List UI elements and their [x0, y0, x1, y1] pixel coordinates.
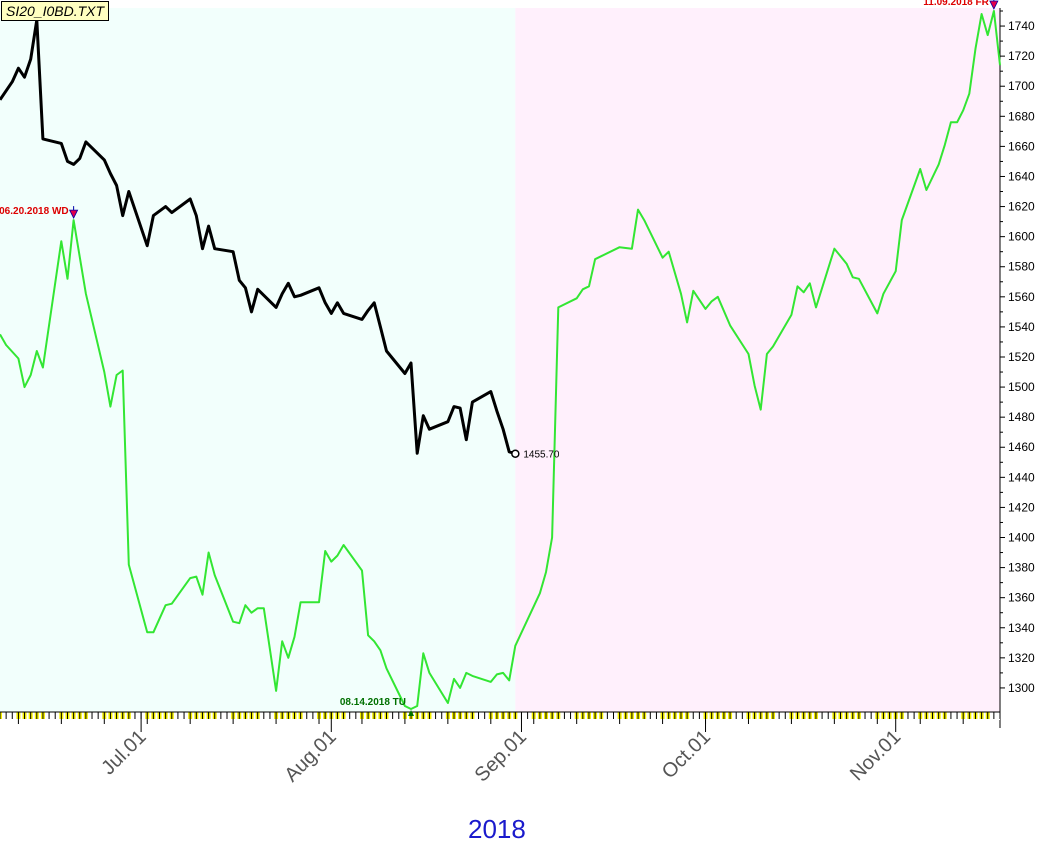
y-tick-label: 1740	[1008, 19, 1035, 33]
x-tick-label: Nov.01	[846, 726, 905, 785]
y-tick-label: 1540	[1008, 320, 1035, 334]
y-tick-label: 1360	[1008, 591, 1035, 605]
y-tick-label: 1500	[1008, 380, 1035, 394]
background-region	[0, 8, 516, 712]
y-tick-label: 1580	[1008, 260, 1035, 274]
last-value-label: 1455.70	[523, 450, 560, 461]
y-tick-label: 1600	[1008, 230, 1035, 244]
y-tick-label: 1480	[1008, 410, 1035, 424]
y-tick-label: 1460	[1008, 440, 1035, 454]
year-axis-label: 2018	[468, 814, 526, 844]
y-tick-label: 1320	[1008, 651, 1035, 665]
y-tick-label: 1400	[1008, 531, 1035, 545]
series-line-black	[0, 18, 516, 456]
x-day-marker	[0, 712, 2, 719]
last-value-marker	[511, 449, 520, 458]
peak-annotation-label: 06.20.2018 WD	[0, 206, 69, 217]
peak-annotation-label: 11.09.2018 FR	[923, 0, 989, 8]
y-tick-label: 1380	[1008, 561, 1035, 575]
file-name-label: SI20_I0BD.TXT	[1, 1, 110, 21]
y-tick-label: 1680	[1008, 109, 1035, 123]
series-line-green	[0, 10, 1001, 710]
y-tick-label: 1340	[1008, 621, 1035, 635]
trough-annotation-label: 08.14.2018 TU	[340, 697, 406, 708]
y-tick-label: 1640	[1008, 169, 1035, 183]
x-tick-label: Sep.01	[471, 726, 531, 786]
y-tick-label: 1520	[1008, 350, 1035, 364]
x-tick-label: Aug.01	[280, 726, 340, 786]
y-tick-label: 1620	[1008, 200, 1035, 214]
x-tick-label: Oct.01	[658, 726, 715, 783]
y-tick-label: 1660	[1008, 139, 1035, 153]
y-tick-label: 1420	[1008, 500, 1035, 514]
background-region	[515, 8, 1000, 712]
y-tick-label: 1300	[1008, 681, 1035, 695]
y-tick-label: 1700	[1008, 79, 1035, 93]
x-axis-strip	[0, 712, 1000, 720]
y-tick-label: 1440	[1008, 470, 1035, 484]
y-tick-label: 1720	[1008, 49, 1035, 63]
peak-marker-arrow	[68, 209, 79, 219]
trough-marker-arrow	[408, 709, 415, 716]
x-tick-label: Jul.01	[97, 726, 150, 779]
y-tick-label: 1560	[1008, 290, 1035, 304]
peak-marker-arrow	[989, 0, 999, 10]
